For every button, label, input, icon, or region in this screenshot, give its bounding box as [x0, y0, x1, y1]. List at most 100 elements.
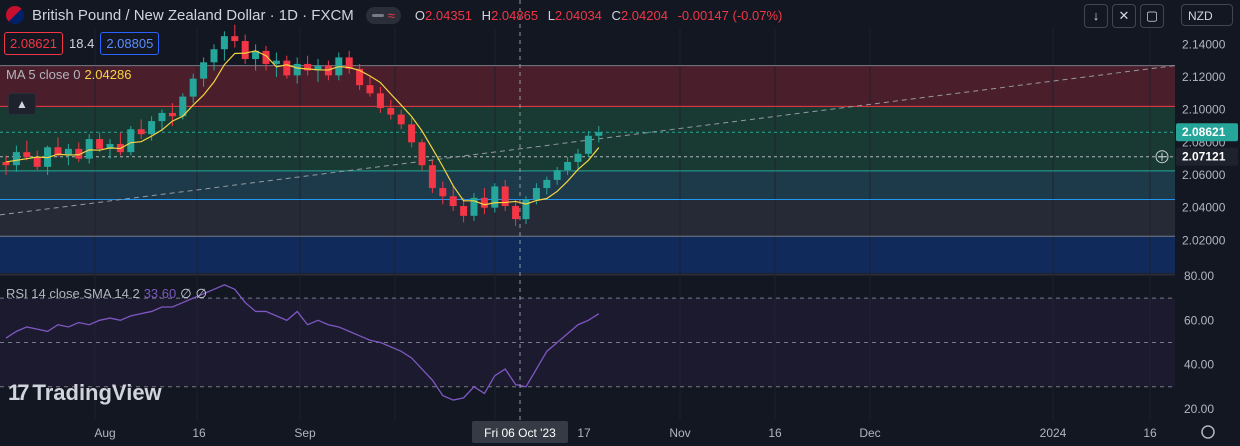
time-tick-1: 16: [192, 426, 206, 440]
ma-line: [5, 50, 600, 206]
candle-body-13: [137, 129, 145, 135]
candle-body-42: [439, 188, 447, 197]
price-tick-5: 2.04000: [1182, 201, 1226, 215]
candle-body-17: [179, 96, 187, 117]
candle-body-34: [356, 68, 364, 86]
time-axis-bg: [0, 421, 1240, 446]
candle-body-44: [460, 206, 468, 216]
price-label-bg-0: [1176, 123, 1238, 142]
candle-body-40: [418, 142, 426, 166]
ma-value: 2.04286: [84, 67, 132, 82]
chart-toolbar: ↓ ✕ ▢: [1084, 4, 1164, 28]
time-tick-8: 2024: [1040, 426, 1067, 440]
add-alert-plus: [1158, 152, 1166, 161]
time-tick-4: 17: [577, 426, 591, 440]
change-value: -0.00147 (-0.07%): [677, 7, 783, 23]
candle-body-24: [252, 50, 260, 60]
candle-body-50: [522, 199, 530, 220]
price-tick-2: 2.10000: [1182, 103, 1226, 117]
time-tick-9: 16: [1143, 426, 1157, 440]
arrow-down-icon[interactable]: ↓: [1084, 4, 1108, 28]
candle-body-43: [449, 196, 457, 207]
candle-body-29: [304, 63, 312, 71]
ma-legend[interactable]: MA 5 close 0 2.04286: [6, 67, 131, 82]
high-label: H: [481, 7, 492, 23]
price-label-0: 2.08621: [1182, 125, 1226, 139]
fullscreen-icon[interactable]: ▢: [1140, 4, 1164, 28]
candle-body-36: [376, 93, 384, 109]
currency-selector[interactable]: NZD: [1181, 4, 1233, 26]
rsi-na-1: ∅: [180, 286, 192, 301]
logo-mark: 17: [8, 380, 30, 405]
price-zone-2: [0, 170, 1175, 200]
candle-body-12: [127, 129, 135, 153]
add-alert-icon[interactable]: [1155, 150, 1169, 164]
candle-body-51: [532, 188, 540, 200]
candle-body-49: [512, 206, 520, 220]
sell-price-button[interactable]: 2.08621: [4, 32, 63, 55]
collapse-legend-button[interactable]: ▲: [8, 93, 36, 115]
price-axis-bg: [1175, 0, 1240, 446]
candle-body-39: [408, 124, 416, 143]
compress-icon[interactable]: ✕: [1112, 4, 1136, 28]
candle-body-47: [491, 186, 499, 208]
price-label-bg-1: [1176, 147, 1238, 166]
candle-body-37: [387, 108, 395, 115]
rsi-value: 33.60: [143, 286, 177, 301]
candle-body-26: [272, 60, 280, 64]
candle-body-20: [210, 49, 218, 63]
candle-body-2: [23, 152, 31, 158]
ma-label: MA 5 close 0: [6, 67, 81, 82]
price-zone-3: [0, 199, 1175, 237]
candle-body-21: [220, 36, 228, 50]
candle-body-5: [54, 147, 62, 156]
rsi-label: RSI 14 close SMA 14 2: [6, 286, 140, 301]
rsi-na-2: ∅: [195, 286, 207, 301]
rsi-line: [5, 284, 600, 401]
candle-body-9: [96, 139, 104, 149]
candle-body-3: [33, 157, 41, 167]
buy-price-button[interactable]: 2.08805: [100, 32, 160, 55]
chart-header: British Pound / New Zealand Dollar · 1D …: [0, 3, 782, 27]
candle-body-46: [480, 197, 488, 208]
candle-body-23: [241, 41, 249, 60]
candle-body-57: [595, 132, 603, 136]
gbp-nzd-flag-icon: [6, 6, 24, 24]
candle-body-55: [574, 153, 582, 162]
candle-body-35: [366, 85, 374, 94]
visibility-toggle[interactable]: ≈: [365, 6, 401, 24]
candle-body-56: [584, 135, 592, 154]
rsi-tick-3: 20.00: [1184, 402, 1214, 416]
rsi-legend[interactable]: RSI 14 close SMA 14 2 33.60 ∅ ∅: [6, 286, 207, 302]
rsi-tick-0: 80.00: [1184, 269, 1214, 283]
open-label: O: [414, 7, 426, 23]
candle-body-25: [262, 50, 270, 64]
candle-body-22: [231, 36, 239, 42]
candle-body-1: [12, 152, 20, 166]
price-tick-1: 2.12000: [1182, 70, 1226, 84]
symbol-title[interactable]: British Pound / New Zealand Dollar · 1D …: [32, 6, 354, 24]
time-tick-7: Dec: [859, 426, 880, 440]
candle-body-30: [314, 65, 322, 71]
spread-value: 18.4: [69, 36, 95, 51]
crosshair-date-bg: [472, 421, 568, 443]
candle-body-16: [168, 112, 176, 117]
candle-body-7: [75, 148, 83, 159]
candle-body-19: [200, 62, 208, 79]
tradingview-logo: 17 TradingView: [8, 380, 162, 406]
logo-text: TradingView: [32, 380, 162, 405]
settings-gear-icon[interactable]: [1201, 425, 1215, 439]
low-label: L: [547, 7, 555, 23]
candle-body-38: [397, 114, 405, 125]
high-value: 2.04865: [491, 7, 539, 23]
price-label-1: 2.07121: [1182, 150, 1226, 164]
currency-label: NZD: [1188, 9, 1213, 23]
candle-body-8: [85, 139, 93, 159]
candle-body-27: [283, 60, 291, 76]
candle-body-10: [106, 143, 114, 149]
add-alert-circle: [1155, 150, 1169, 164]
low-value: 2.04034: [554, 7, 602, 23]
time-tick-3: Fri 06 Oct '23: [484, 426, 556, 440]
rsi-tick-2: 40.00: [1184, 358, 1214, 372]
